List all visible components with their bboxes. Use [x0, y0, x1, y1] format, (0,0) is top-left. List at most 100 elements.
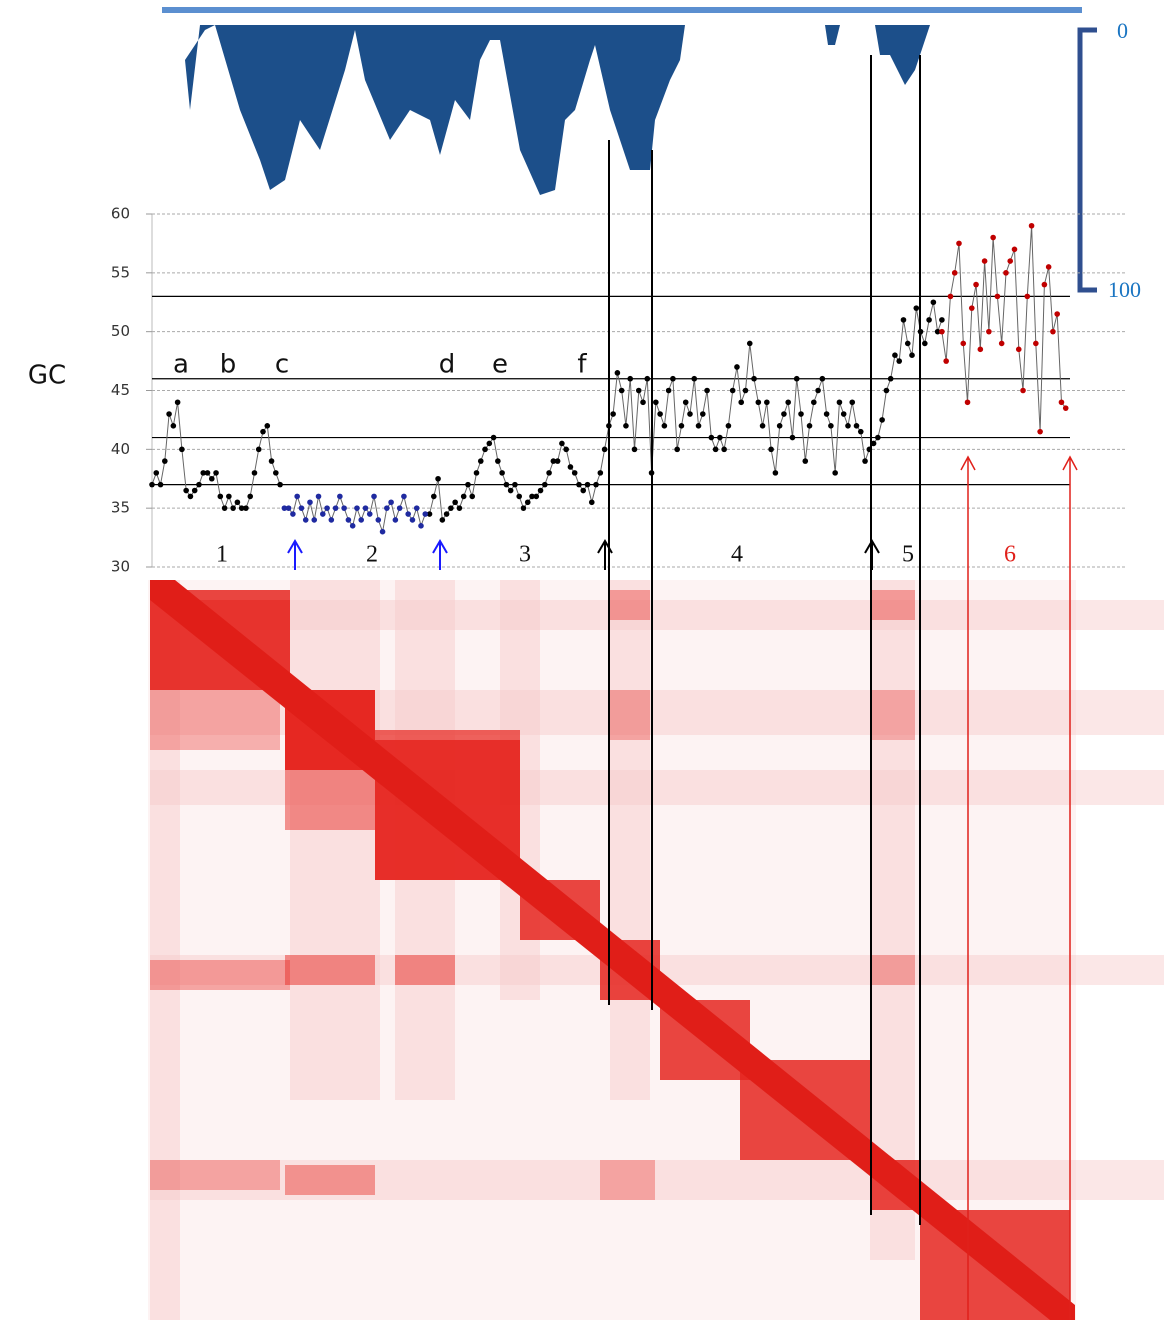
arrow-head [960, 455, 976, 471]
gc-point [717, 434, 723, 441]
gc-point [507, 487, 514, 494]
gc-point [922, 340, 928, 347]
gc-point [268, 458, 275, 464]
letter-label: e [492, 350, 508, 380]
gc-point [879, 417, 885, 423]
gc-point [1015, 346, 1022, 353]
gc-point [495, 458, 501, 464]
gc-point [576, 481, 582, 488]
gc-point [217, 493, 224, 500]
gc-point [738, 399, 745, 406]
gc-point [247, 493, 254, 500]
gc-point [934, 328, 941, 335]
y-tick-label: 50 [111, 322, 130, 340]
gc-point [490, 434, 497, 441]
gc-point [939, 317, 945, 323]
gc-point [802, 458, 809, 464]
gc-point [904, 340, 911, 347]
heatmap-block [150, 1160, 280, 1190]
gc-point [734, 364, 740, 370]
gc-point [870, 440, 877, 447]
heatmap-diagonal [150, 580, 1075, 1320]
gc-point [815, 387, 821, 394]
gc-point [811, 399, 817, 406]
gc-point [448, 505, 454, 511]
gc-point [281, 505, 288, 511]
gc-point [695, 423, 702, 429]
gc-point [725, 423, 732, 429]
gc-point [653, 399, 659, 406]
heatmap-stripe [290, 580, 380, 1100]
gc-point [657, 411, 663, 417]
gc-point [840, 411, 847, 417]
heatmap-block [285, 770, 375, 830]
gc-point [823, 411, 830, 417]
gc-point [862, 458, 868, 464]
gc-point [524, 499, 531, 506]
gc-point [537, 487, 544, 494]
gc-point [452, 499, 458, 506]
gc-point [798, 411, 804, 417]
gc-point [503, 481, 510, 488]
gc-point [191, 487, 198, 494]
gc-point [1058, 399, 1065, 406]
gc-point [623, 423, 629, 429]
gc-point [751, 375, 757, 382]
y-tick-label: 55 [111, 263, 130, 281]
gc-point [371, 493, 377, 500]
heatmap-block [870, 955, 915, 985]
gc-point [764, 399, 770, 406]
gc-point [384, 505, 390, 511]
y-axis-label: GC [28, 361, 66, 391]
gc-point [213, 470, 219, 476]
gc-point [670, 375, 676, 382]
gc-point [708, 434, 715, 441]
gc-point [465, 481, 471, 488]
gc-point [960, 340, 967, 347]
heatmap-block [600, 1160, 655, 1200]
gc-point [469, 493, 476, 500]
gc-point [746, 340, 753, 347]
gc-point [418, 523, 424, 529]
gc-point [567, 464, 574, 470]
heatmap-block [395, 955, 455, 985]
gc-point [610, 411, 616, 417]
gc-point [1050, 328, 1056, 335]
gc-point [153, 470, 160, 476]
gc-point [896, 358, 903, 364]
gc-point [614, 370, 621, 376]
y-tick-label: 35 [111, 499, 130, 517]
gc-point [772, 470, 779, 476]
gc-point [644, 375, 651, 382]
gc-point [887, 375, 894, 382]
gc-point [273, 470, 279, 476]
region-label: 6 [1004, 542, 1016, 568]
gc-point [396, 505, 403, 511]
gc-point [998, 340, 1005, 347]
gc-point [674, 446, 680, 453]
gc-point [853, 423, 860, 429]
gc-point [422, 511, 429, 517]
gc-point [512, 481, 518, 488]
gc-point [294, 493, 300, 500]
gc-point [1037, 428, 1043, 435]
gc-point [913, 305, 920, 311]
gc-point [375, 517, 382, 523]
profile-area [825, 25, 840, 45]
gc-point [200, 470, 207, 476]
region-label: 3 [519, 542, 531, 568]
gc-point [516, 493, 522, 500]
y-tick-label: 60 [111, 205, 130, 223]
gc-point [968, 305, 975, 311]
gc-line [151, 302, 943, 522]
gc-point [883, 387, 890, 394]
y-tick-label: 45 [111, 381, 130, 399]
gc-point [477, 458, 484, 464]
letter-label: f [577, 350, 587, 380]
gc-point [324, 505, 330, 511]
gc-point [857, 428, 864, 435]
gc-point [631, 446, 638, 453]
gc-point [687, 411, 693, 417]
gc-point [563, 446, 569, 453]
